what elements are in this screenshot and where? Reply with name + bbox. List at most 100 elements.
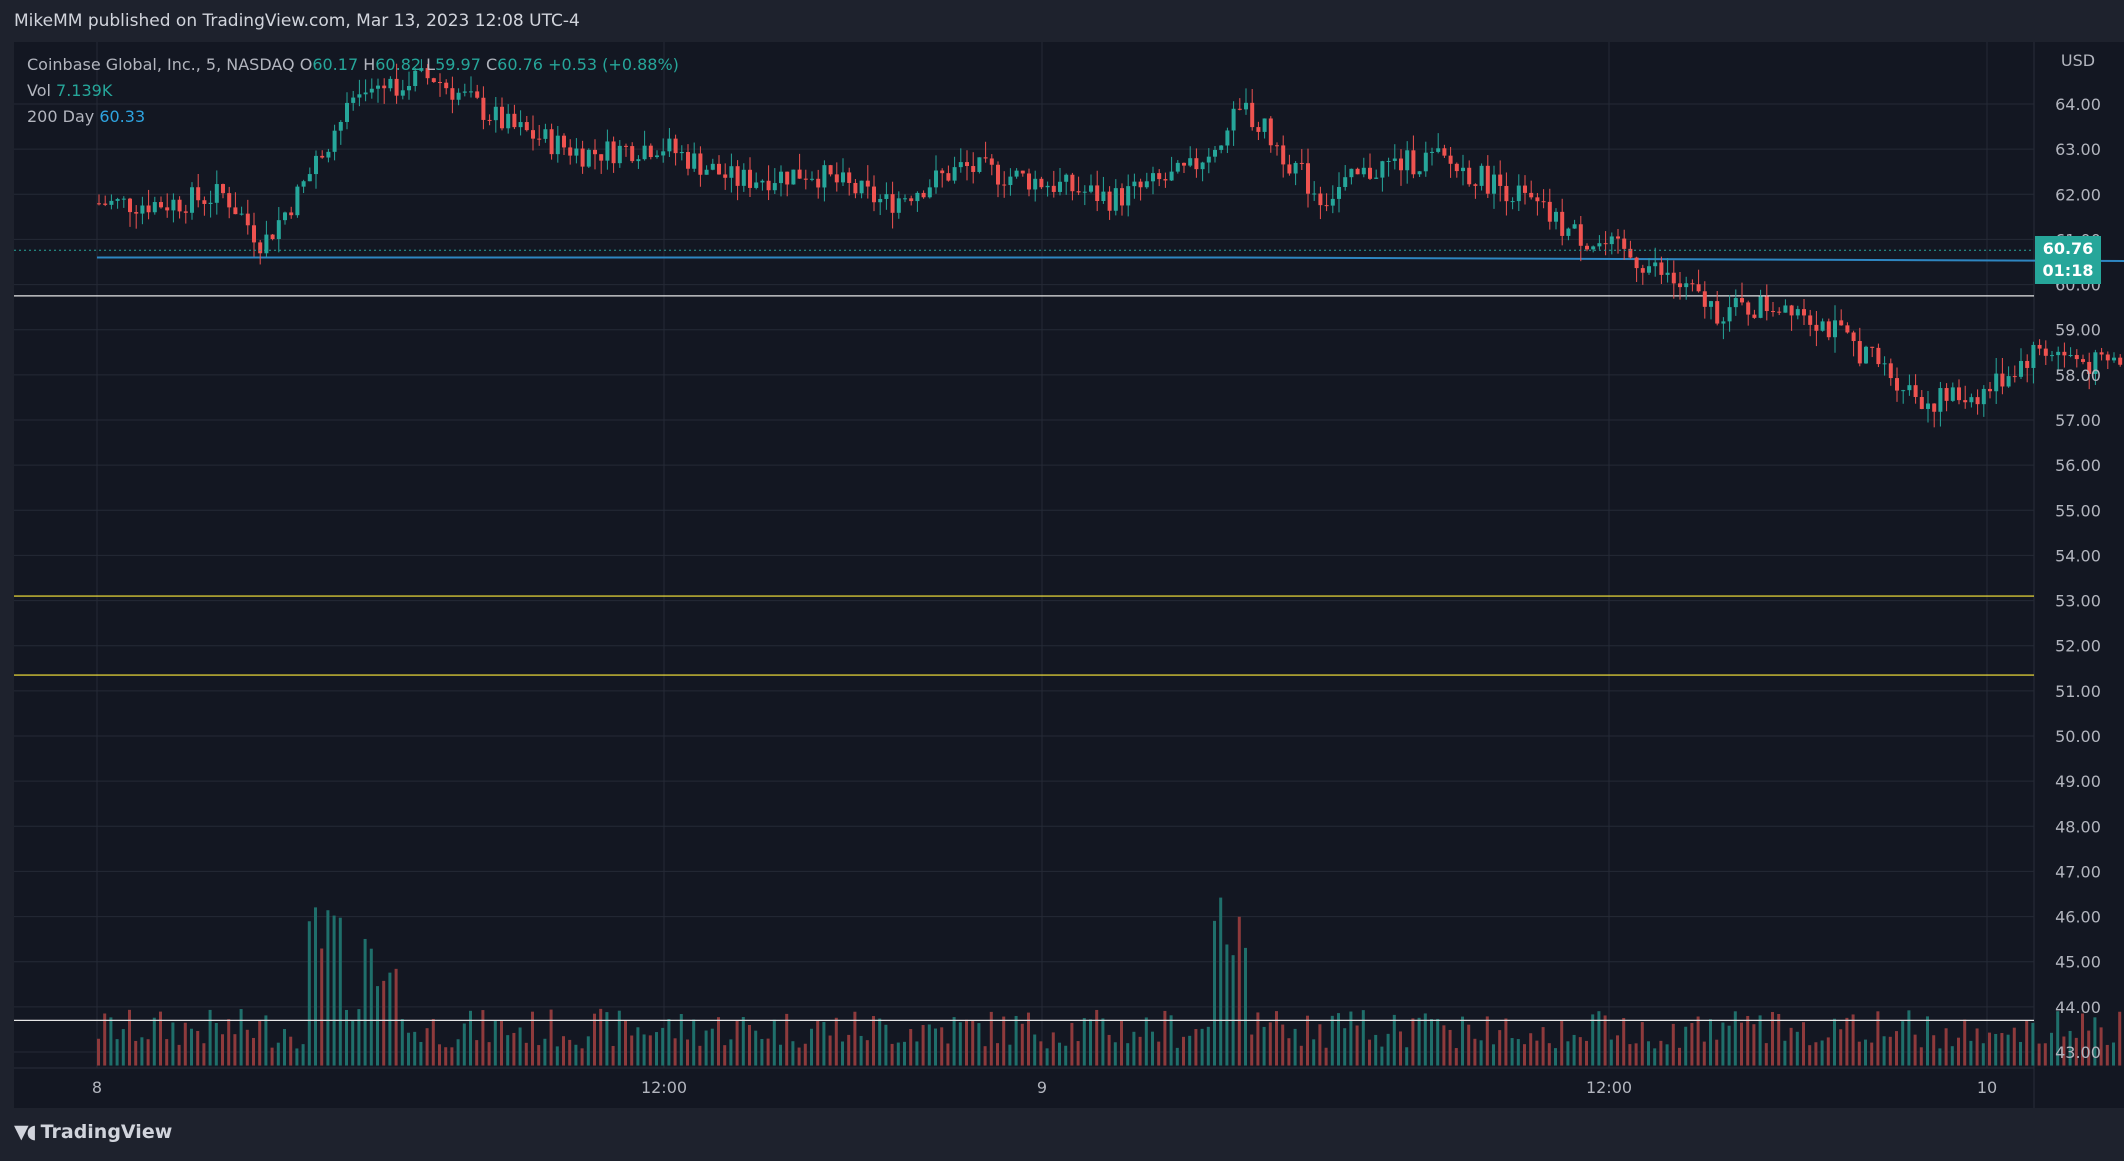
candle-body [1597,243,1601,246]
candle-body [543,129,547,139]
x-tick-label: 10 [1977,1078,1997,1097]
candle-body [1114,188,1118,211]
candle-body [785,172,789,185]
candle-body [1833,320,1837,337]
volume-bar [816,1021,819,1066]
volume-bar [413,1032,416,1066]
volume-bar [1864,1040,1867,1066]
volume-bar [246,1030,249,1066]
volume-bar [1845,1018,1848,1066]
volume-bar [370,949,373,1066]
x-tick-label: 8 [92,1078,102,1097]
candle-body [1492,175,1496,194]
tradingview-logo[interactable]: ▼◖ TradingView [14,1121,172,1143]
volume-bar [1058,1043,1061,1066]
volume-bar [1101,1018,1104,1065]
candle-body [333,131,337,152]
volume-bar [1374,1035,1377,1066]
volume-bar [333,916,336,1066]
volume-bar [2112,1043,2115,1066]
x-tick-label: 9 [1037,1078,1047,1097]
volume-bar [426,1028,429,1065]
volume-bar [1517,1039,1520,1066]
volume-bar [1876,1011,1879,1065]
candle-body [1263,118,1267,131]
y-tick-label: 52.00 [2055,637,2101,656]
candle-body [1027,173,1031,189]
volume-bar [661,1028,664,1066]
candle-body [977,157,981,172]
candle-body [1015,171,1019,177]
volume-bar [525,1043,528,1066]
legend-vol-value: 7.139K [56,81,112,100]
volume-bar [1858,1042,1861,1066]
candle-body [1436,148,1440,152]
candle-body [1938,388,1942,412]
candle-body [2000,374,2004,387]
candle-body [1765,297,1769,312]
volume-bar [1418,1018,1421,1066]
y-tick-label: 47.00 [2055,862,2101,881]
volume-bar [2044,1043,2047,1065]
candle-body [1480,166,1484,186]
volume-bar [351,1020,354,1065]
volume-bar [1455,1048,1458,1066]
volume-bar [810,1029,813,1066]
volume-bar [612,1046,615,1066]
volume-bar [940,1027,943,1065]
candle-body [308,174,312,181]
volume-bar [1318,1024,1321,1065]
candle-body [1424,153,1428,172]
y-tick-label: 49.00 [2055,772,2101,791]
volume-bar [1957,1038,1960,1066]
volume-bar [649,1035,652,1065]
volume-bar [271,1048,274,1066]
candle-body [1548,202,1552,222]
y-tick-label: 45.00 [2055,953,2101,972]
volume-bar [643,1034,646,1065]
candle-body [922,193,926,197]
candle-body [1697,284,1701,291]
volume-bar [277,1043,280,1066]
volume-bar [562,1036,565,1065]
candle-body [866,181,870,187]
volume-bar [1269,1022,1272,1065]
volume-bar [1170,1015,1173,1065]
volume-bar [891,1044,894,1066]
candle-body [661,151,665,155]
volume-bar [760,1039,763,1066]
volume-bar [1728,1026,1731,1066]
volume-bar [364,939,367,1066]
volume-bar [401,1019,404,1066]
volume-bar [624,1020,627,1065]
volume-bar [1157,1042,1160,1066]
volume-bar [1926,1016,1929,1065]
volume-bar [1802,1022,1805,1065]
candle-body [1039,179,1043,187]
volume-bar [1436,1019,1439,1066]
volume-bar [494,1020,497,1065]
candle-body [2019,361,2023,377]
volume-bar [109,1017,112,1065]
volume-bar [593,1014,596,1066]
price-axis[interactable]: USD 64.0063.0062.0061.0060.0059.0058.005… [2055,51,2101,1062]
volume-bar [289,1037,292,1066]
legend-low-label: L [426,55,435,74]
candle-body [209,203,213,204]
volume-bar [2019,1042,2022,1066]
legend-close-label: C [486,55,497,74]
volume-bar [1560,1020,1563,1065]
candle-body [1498,175,1502,186]
candle-body [897,198,901,213]
candle-body [1318,194,1322,206]
volume-bar [1988,1033,1991,1066]
candle-body [1108,192,1112,211]
candle-body [1721,321,1725,323]
volume-bar [233,1034,236,1065]
candle-body [767,181,771,190]
candle-body [1418,171,1422,174]
candle-body [884,194,888,199]
candle-body [1300,163,1304,164]
candle-body [1356,169,1360,174]
